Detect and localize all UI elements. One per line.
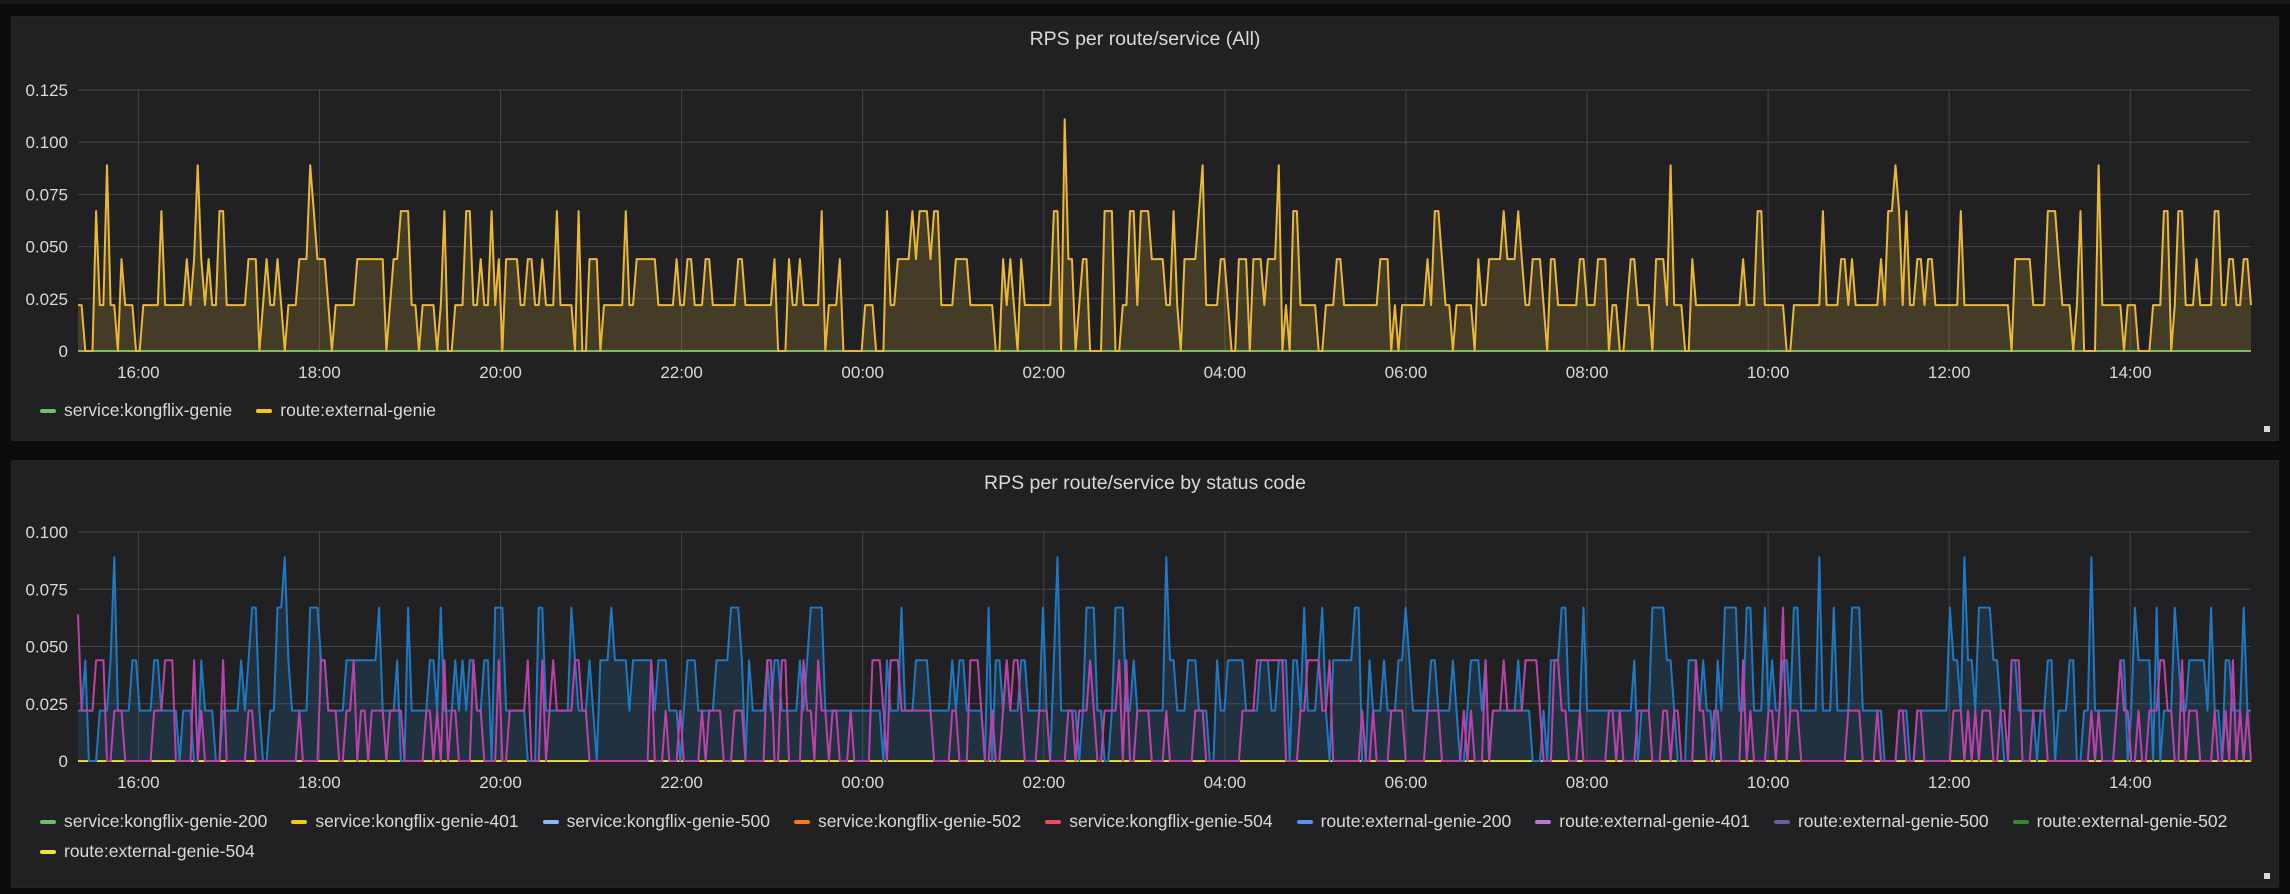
legend-swatch-icon bbox=[1045, 819, 1062, 824]
x-tick-label: 16:00 bbox=[117, 773, 160, 792]
x-tick-label: 02:00 bbox=[1023, 363, 1066, 382]
legend-item[interactable]: service:kongflix-genie-200 bbox=[40, 811, 267, 832]
legend-item[interactable]: route:external-genie-500 bbox=[1773, 811, 1989, 832]
x-tick-label: 06:00 bbox=[1385, 773, 1428, 792]
legend: service:kongflix-genie route:external-gen… bbox=[40, 400, 2258, 421]
legend-label: route:external-genie-500 bbox=[1797, 811, 1989, 831]
x-tick-label: 00:00 bbox=[841, 363, 884, 382]
y-tick-label: 0.025 bbox=[25, 695, 68, 714]
panel-title[interactable]: RPS per route/service by status code bbox=[984, 472, 1306, 494]
legend-item[interactable]: service:kongflix-genie-504 bbox=[1045, 811, 1273, 832]
legend-swatch-icon bbox=[542, 819, 559, 824]
legend-swatch-icon bbox=[1535, 819, 1552, 824]
legend-label: route:external-genie-504 bbox=[64, 841, 255, 861]
top-strip bbox=[0, 0, 2290, 4]
panel-title[interactable]: RPS per route/service (All) bbox=[1029, 28, 1261, 50]
x-tick-label: 04:00 bbox=[1204, 773, 1247, 792]
y-tick-label: 0.100 bbox=[25, 523, 68, 542]
y-tick-label: 0.100 bbox=[25, 133, 68, 152]
legend-item[interactable]: service:kongflix-genie-502 bbox=[793, 811, 1022, 832]
legend-swatch-icon bbox=[2012, 819, 2029, 824]
x-tick-label: 06:00 bbox=[1385, 363, 1428, 382]
y-tick-label: 0.075 bbox=[25, 185, 68, 204]
legend-swatch-icon bbox=[256, 408, 273, 413]
x-tick-label: 10:00 bbox=[1747, 363, 1790, 382]
x-tick-label: 12:00 bbox=[1928, 363, 1971, 382]
x-tick-label: 10:00 bbox=[1747, 773, 1790, 792]
legend-item[interactable]: route:external-genie-200 bbox=[1296, 811, 1512, 832]
resize-handle-icon[interactable] bbox=[2264, 426, 2270, 432]
y-tick-label: 0 bbox=[59, 342, 68, 361]
legend-label: service:kongflix-genie bbox=[64, 400, 233, 420]
legend-swatch-icon bbox=[1296, 819, 1313, 824]
x-tick-label: 12:00 bbox=[1928, 773, 1971, 792]
x-tick-label: 14:00 bbox=[2109, 773, 2152, 792]
legend-item[interactable]: route:external-genie-502 bbox=[2012, 811, 2228, 832]
y-tick-label: 0 bbox=[59, 752, 68, 771]
y-tick-label: 0.050 bbox=[25, 638, 68, 657]
legend-swatch-icon bbox=[793, 819, 810, 824]
chart-rps-by-status[interactable]: 0 0.025 0.050 0.075 0.100 16:00 18:00 20:00 22:0… bbox=[12, 461, 2278, 806]
x-tick-label: 20:00 bbox=[479, 363, 522, 382]
series-external-genie-401-line bbox=[77, 606, 2252, 762]
x-tick-label: 00:00 bbox=[841, 773, 884, 792]
legend-label: route:external-genie-200 bbox=[1320, 811, 1512, 831]
x-tick-label: 08:00 bbox=[1566, 773, 1609, 792]
legend-swatch-icon bbox=[291, 819, 308, 824]
y-tick-label: 0.050 bbox=[25, 238, 68, 257]
legend-item[interactable]: route:external-genie-401 bbox=[1535, 811, 1750, 832]
legend-label: service:kongflix-genie-500 bbox=[566, 811, 770, 831]
legend-swatch-icon bbox=[40, 849, 56, 854]
legend-label: service:kongflix-genie-502 bbox=[817, 811, 1022, 831]
legend-item[interactable]: service:kongflix-genie bbox=[40, 400, 232, 421]
legend-label: service:kongflix-genie-200 bbox=[64, 811, 268, 831]
legend-label: route:external-genie bbox=[280, 400, 436, 420]
series-external-genie-line bbox=[78, 118, 2252, 352]
y-tick-label: 0.025 bbox=[25, 290, 68, 309]
legend-item[interactable]: route:external-genie bbox=[256, 400, 436, 421]
x-tick-label: 04:00 bbox=[1204, 363, 1247, 382]
legend-label: route:external-genie-502 bbox=[2036, 811, 2228, 831]
legend-label: service:kongflix-genie-401 bbox=[315, 811, 519, 831]
x-tick-label: 22:00 bbox=[660, 363, 703, 382]
legend-item[interactable]: route:external-genie-504 bbox=[40, 841, 255, 862]
resize-handle-icon[interactable] bbox=[2264, 873, 2270, 879]
legend-swatch-icon bbox=[1773, 819, 1790, 824]
legend-item[interactable]: service:kongflix-genie-500 bbox=[542, 811, 770, 832]
x-tick-label: 08:00 bbox=[1566, 363, 1609, 382]
y-tick-label: 0.075 bbox=[25, 580, 68, 599]
legend-label: route:external-genie-401 bbox=[1559, 811, 1750, 831]
y-tick-label: 0.125 bbox=[25, 81, 68, 100]
x-tick-label: 02:00 bbox=[1023, 773, 1066, 792]
panel-rps-all[interactable]: RPS per route/service (All) 0 0.025 0.050 0… bbox=[11, 16, 2279, 441]
x-tick-label: 20:00 bbox=[479, 773, 522, 792]
legend: service:kongflix-genie-200 service:kongfl… bbox=[40, 811, 2258, 862]
panel-rps-by-status[interactable]: RPS per route/service by status code 0 0.… bbox=[11, 460, 2279, 888]
legend-label: service:kongflix-genie-504 bbox=[1069, 811, 1273, 831]
x-tick-label: 22:00 bbox=[660, 773, 703, 792]
x-tick-label: 14:00 bbox=[2109, 363, 2152, 382]
chart-rps-all[interactable]: 0 0.025 0.050 0.075 0.100 0.125 16:00 18:00 20:0… bbox=[12, 17, 2278, 397]
x-tick-label: 18:00 bbox=[298, 773, 341, 792]
legend-item[interactable]: service:kongflix-genie-401 bbox=[291, 811, 519, 832]
legend-swatch-icon bbox=[40, 408, 56, 413]
series-external-genie-area bbox=[78, 119, 2251, 351]
legend-swatch-icon bbox=[40, 819, 56, 824]
x-tick-label: 18:00 bbox=[298, 363, 341, 382]
x-tick-label: 16:00 bbox=[117, 363, 160, 382]
